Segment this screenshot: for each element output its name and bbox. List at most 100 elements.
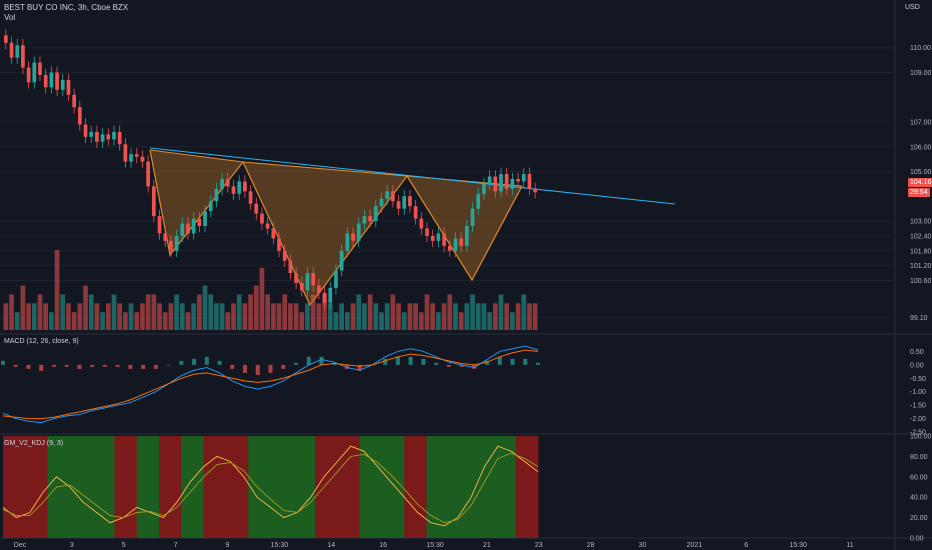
volume-bar xyxy=(140,303,145,330)
volume-bar xyxy=(3,303,9,330)
candle-body xyxy=(151,186,156,217)
volume-bar xyxy=(66,303,71,330)
candle-body xyxy=(95,131,99,142)
time-tick-label: Dec xyxy=(14,542,27,549)
macd-histogram-bar xyxy=(77,364,82,369)
price-tick-label: 105.00 xyxy=(910,169,932,176)
volume-bar xyxy=(418,312,424,330)
volume-bar xyxy=(475,303,481,330)
candle-body xyxy=(447,245,452,251)
candle-body xyxy=(265,223,270,229)
volume-bar xyxy=(356,294,362,330)
price-tick-label: 109.00 xyxy=(910,70,932,77)
last-price-badge: 104.16 xyxy=(908,178,932,187)
volume-bar xyxy=(26,303,31,330)
candle-body xyxy=(499,174,503,192)
candle-body xyxy=(504,174,509,189)
volume-bar xyxy=(282,294,288,330)
macd-histogram-bar xyxy=(192,358,197,365)
macd-histogram-bar xyxy=(90,364,95,367)
price-tick-label: 106.00 xyxy=(910,144,932,151)
volume-bar xyxy=(373,303,379,330)
candle-body xyxy=(459,238,464,246)
candle-body xyxy=(83,124,88,137)
candle-body xyxy=(112,131,116,140)
price-tick-label: 99.10 xyxy=(910,315,928,322)
candle-body xyxy=(134,154,139,157)
candle-body xyxy=(49,72,54,88)
macd-histogram-bar xyxy=(102,364,107,367)
volume-bar xyxy=(413,303,418,330)
volume-bar xyxy=(83,285,88,330)
macd-histogram-bar xyxy=(217,360,222,365)
kdj-background-band xyxy=(426,436,450,538)
volume-bar xyxy=(236,294,242,330)
candle-body xyxy=(237,181,242,194)
volume-bar xyxy=(197,294,202,330)
volume-bar xyxy=(487,312,492,330)
volume-bar xyxy=(453,303,458,330)
candle-body xyxy=(482,183,486,194)
candle-body xyxy=(32,62,37,83)
candle-body xyxy=(402,196,407,209)
candle-body xyxy=(146,161,150,187)
candle-body xyxy=(55,72,59,90)
volume-bar xyxy=(100,312,105,330)
candle-body xyxy=(191,218,196,234)
macd-tick-label: -2.00 xyxy=(910,416,926,423)
kdj-background-band xyxy=(515,436,539,538)
candle-body xyxy=(294,273,298,283)
candle-body xyxy=(225,178,230,187)
volume-bar xyxy=(327,303,333,330)
candle-body xyxy=(60,79,65,90)
timer-badge: 29:54 xyxy=(908,188,930,197)
kdj-tick-label: 80.00 xyxy=(910,454,928,461)
macd-title: MACD (12, 26, close, 9) xyxy=(4,338,79,345)
volume-bar xyxy=(174,294,179,330)
volume-bar xyxy=(49,312,54,330)
time-tick-label: 6 xyxy=(744,542,748,549)
kdj-background-band xyxy=(3,436,26,538)
volume-bar xyxy=(214,303,219,330)
volume-bar xyxy=(293,303,299,330)
time-tick-label: 11 xyxy=(846,542,853,549)
candle-body xyxy=(419,218,424,229)
volume-bar xyxy=(362,303,367,330)
volume-bar xyxy=(441,303,447,330)
candle-body xyxy=(271,228,276,239)
macd-histogram-bar xyxy=(510,358,515,365)
candle-body xyxy=(231,186,236,194)
volume-bar xyxy=(470,294,475,330)
volume-bar xyxy=(271,303,276,330)
candle-body xyxy=(442,233,446,246)
volume-bar xyxy=(168,303,174,330)
volume-bar xyxy=(333,312,339,330)
candle-body xyxy=(282,250,287,261)
kdj-background-band xyxy=(359,436,383,538)
volume-bar xyxy=(20,285,26,330)
candle-body xyxy=(186,223,190,234)
volume-bar xyxy=(521,294,527,330)
kdj-background-band xyxy=(337,436,361,538)
candle-body xyxy=(123,144,128,162)
candle-body xyxy=(470,208,475,226)
volume-bar xyxy=(396,303,401,330)
kdj-background-band xyxy=(381,436,405,538)
macd-histogram-bar xyxy=(395,356,400,365)
candle-body xyxy=(180,223,185,236)
candle-body xyxy=(425,228,429,236)
kdj-background-band xyxy=(225,436,249,538)
pattern-outline xyxy=(149,149,244,163)
kdj-background-band xyxy=(248,436,271,538)
macd-histogram-bar xyxy=(268,364,273,373)
candle-body xyxy=(243,181,247,192)
macd-line xyxy=(2,345,539,424)
volume-bar xyxy=(145,294,151,330)
macd-histogram-bar xyxy=(421,358,426,365)
candle-body xyxy=(288,260,293,274)
volume-bar xyxy=(436,312,441,330)
candle-body xyxy=(487,176,492,184)
volume-bar xyxy=(14,312,20,330)
candle-body xyxy=(15,45,20,58)
